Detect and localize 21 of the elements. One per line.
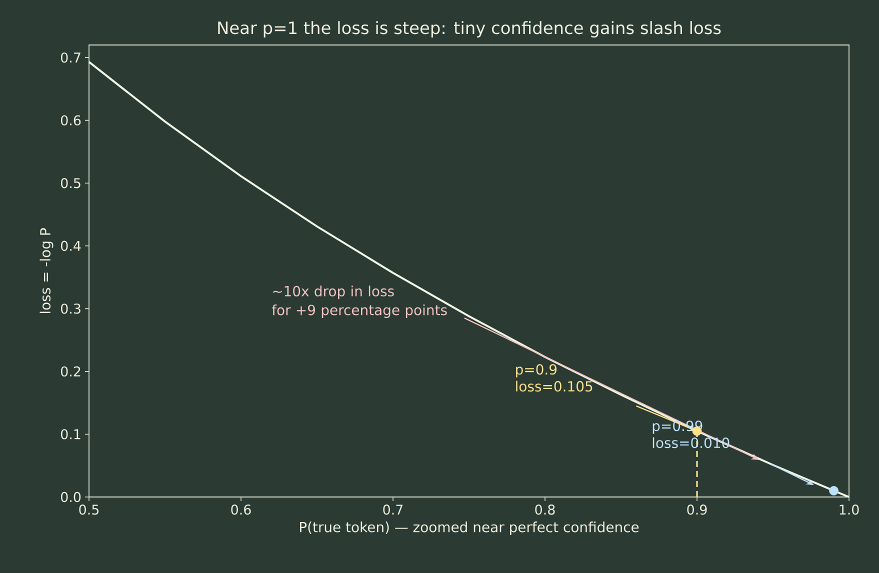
annotation: for +9 percentage points <box>272 304 447 318</box>
annotation: ~10x drop in loss <box>273 286 394 300</box>
x-tick-label: 0.5 <box>79 504 99 515</box>
y-tick-label: 0.6 <box>60 115 81 126</box>
chart-title: Near p=1 the loss is steep: tiny confidence gains slash loss <box>218 21 721 38</box>
y-axis-title: loss = -log P <box>40 228 54 314</box>
y-tick-label: 0.2 <box>60 366 80 377</box>
annotation: p=0.9 loss=0.105 <box>516 364 592 392</box>
y-tick-label: 0.4 <box>60 240 81 251</box>
x-tick-label: 0.7 <box>383 504 403 515</box>
y-tick-label: 0.5 <box>60 178 80 188</box>
y-tick-label: 0.3 <box>60 304 80 314</box>
y-tick-label: 0.1 <box>60 429 80 440</box>
line-series <box>88 60 850 498</box>
y-tick-label: 0.0 <box>60 492 81 502</box>
x-tick-label: 0.8 <box>535 504 555 515</box>
x-axis-title: P(true token) — zoomed near perfect confidence <box>300 522 639 536</box>
x-tick-label: 0.9 <box>687 504 707 515</box>
x-tick-label: 0.6 <box>231 504 251 515</box>
x-tick-label: 1.0 <box>840 504 859 515</box>
y-tick-label: 0.7 <box>60 52 80 63</box>
